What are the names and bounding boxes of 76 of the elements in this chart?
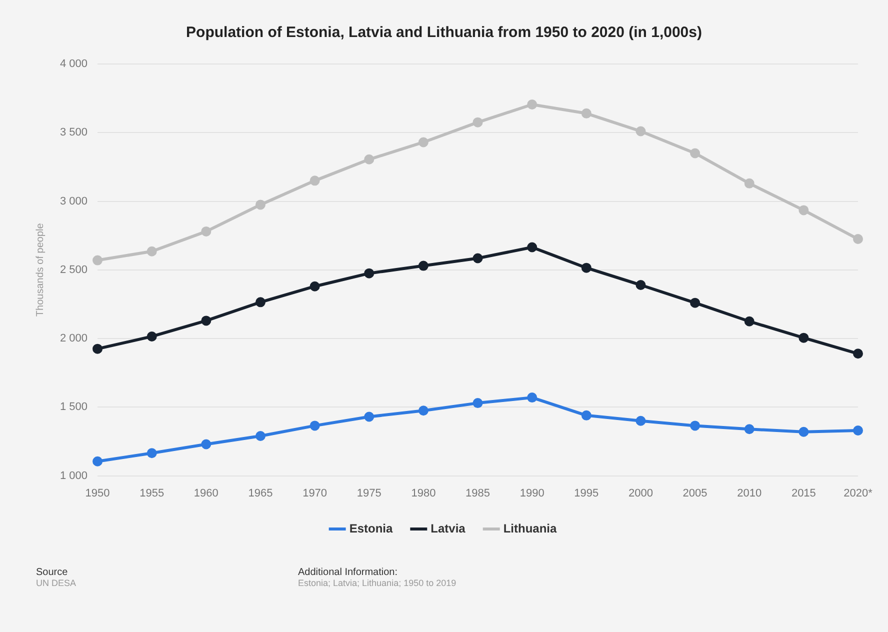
point [310, 281, 320, 292]
point [418, 137, 428, 148]
point [690, 298, 700, 308]
point [310, 420, 320, 431]
y-tick-label: 2 000 [60, 332, 88, 345]
point [636, 280, 646, 290]
legend-label: Estonia [349, 521, 393, 536]
point [146, 331, 157, 342]
point [310, 176, 320, 186]
x-tick-label: 1975 [356, 487, 382, 500]
point [798, 332, 809, 343]
point [472, 253, 483, 264]
point [690, 420, 700, 431]
x-tick-label: 1950 [85, 487, 110, 500]
point [364, 412, 374, 422]
point [744, 316, 754, 326]
point [255, 200, 266, 210]
point [581, 262, 592, 273]
point [92, 255, 103, 266]
point [690, 148, 700, 158]
point [581, 410, 592, 420]
point [798, 205, 809, 216]
point [853, 234, 863, 244]
x-tick-label: 2000 [628, 487, 653, 500]
y-tick-label: 3 500 [60, 126, 88, 139]
point [636, 416, 646, 426]
point [146, 246, 157, 256]
point [255, 430, 266, 441]
x-tick-label: 1970 [302, 487, 328, 500]
text: Estonia; Latvia; Lithuania; 1950 to 2019 [298, 578, 456, 588]
x-tick-label: 1995 [574, 487, 599, 500]
y-tick-label: 1 000 [60, 470, 88, 482]
x-tick-label: 1955 [140, 487, 164, 500]
point [418, 406, 428, 416]
y-tick-label: 3 000 [60, 195, 88, 208]
point [853, 348, 863, 359]
point [201, 316, 212, 326]
chart-title: Population of Estonia, Latvia and Lithuania from 1950 to 2020 (in 1,000s) [186, 24, 702, 42]
point [744, 424, 754, 434]
point [744, 178, 754, 188]
y-tick-label: 2 500 [60, 264, 88, 276]
x-tick-label: 2010 [737, 487, 762, 500]
point [92, 344, 103, 354]
point [201, 226, 212, 236]
point [472, 117, 483, 128]
point [472, 398, 483, 408]
point [636, 126, 646, 136]
legend-label: Lithuania [503, 521, 558, 536]
point [527, 392, 538, 403]
x-tick-label: 1960 [194, 487, 218, 500]
point [798, 426, 809, 437]
point [364, 268, 374, 278]
x-tick-label: 1980 [411, 487, 436, 500]
y-tick-label: 1 500 [60, 401, 88, 414]
point [255, 297, 266, 308]
point [92, 456, 103, 466]
x-tick-label: 2020* [844, 487, 874, 500]
point [527, 99, 538, 110]
x-tick-label: 1965 [248, 487, 273, 500]
x-tick-label: 2005 [682, 487, 708, 500]
point [201, 439, 212, 450]
point [364, 154, 374, 164]
x-tick-label: 1985 [466, 487, 490, 500]
x-tick-label: 2015 [791, 487, 816, 500]
point [418, 260, 428, 271]
x-tick-label: 1990 [520, 487, 544, 500]
text: Source [36, 567, 69, 578]
point [853, 426, 863, 436]
y-axis-title: Thousands of people [34, 222, 46, 317]
point [146, 448, 157, 458]
text: Additional Information: [298, 567, 399, 578]
legend-label: Latvia [430, 521, 466, 536]
text: UN DESA [36, 578, 76, 588]
point [527, 242, 538, 252]
y-tick-label: 4 000 [60, 58, 88, 70]
point [581, 108, 592, 118]
